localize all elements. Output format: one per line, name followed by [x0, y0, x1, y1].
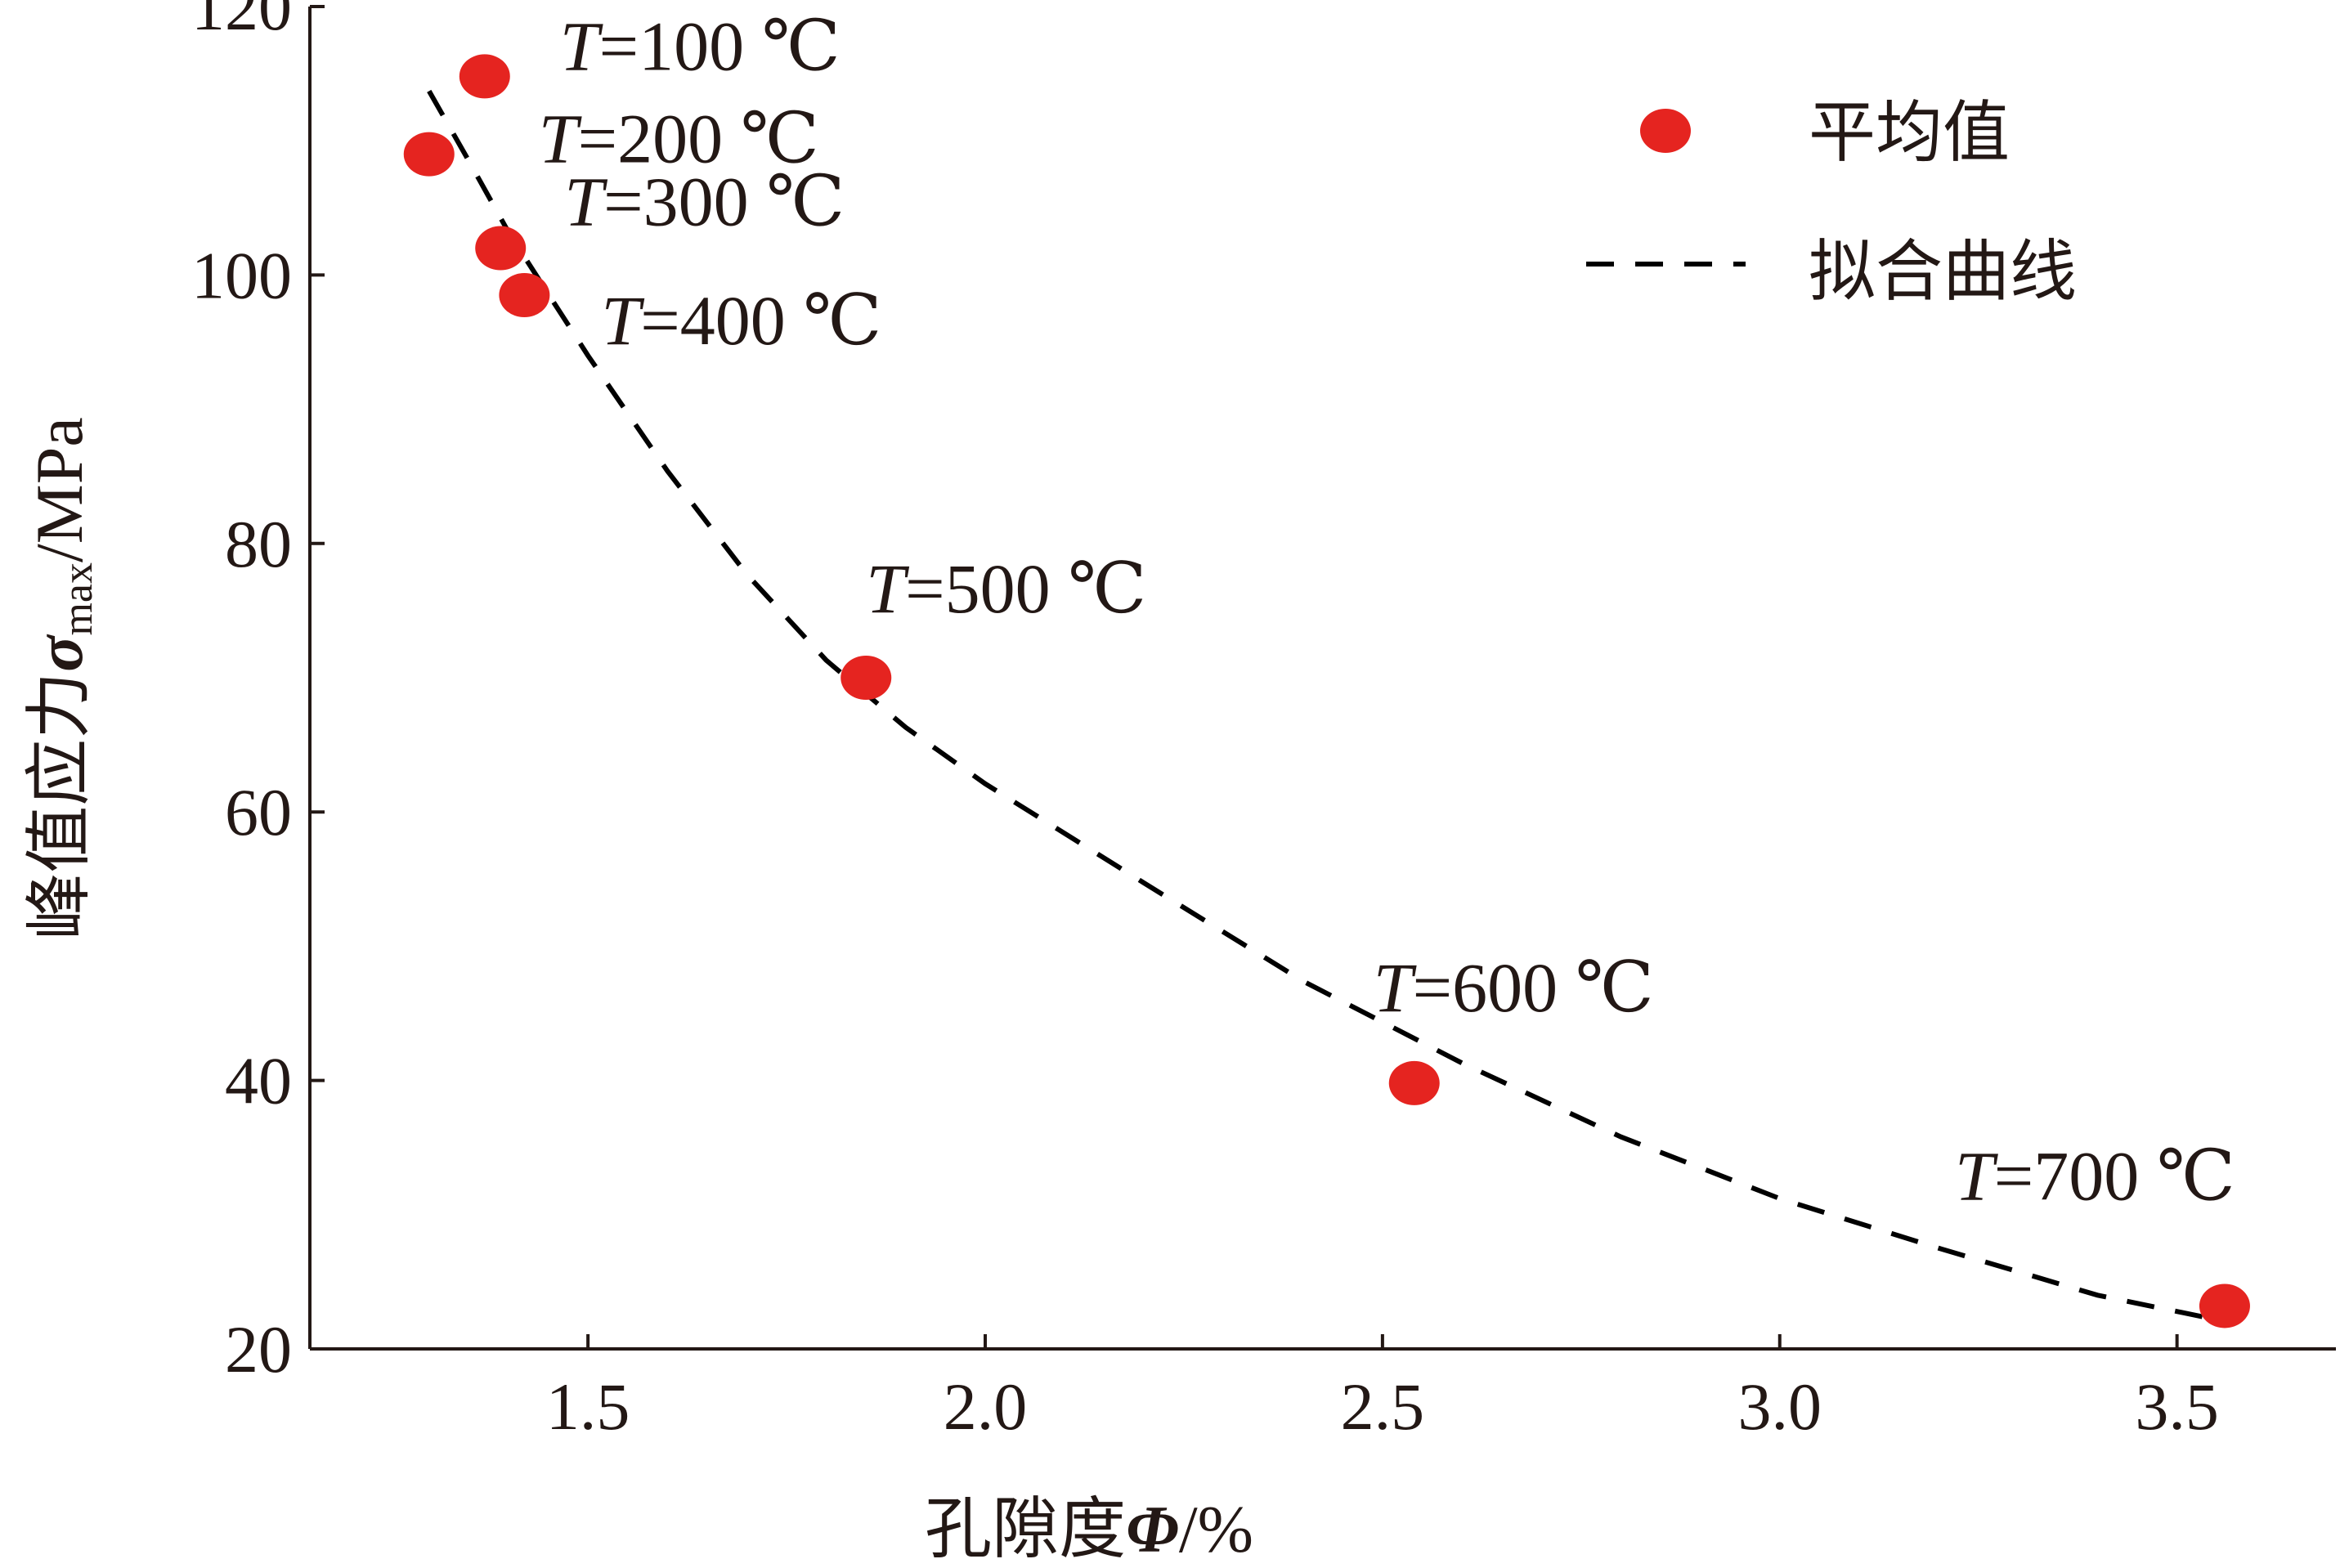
data-point — [475, 226, 527, 271]
plot-area: T=100 ℃ T=200 ℃T=300 ℃ T=400 ℃ T=500 ℃ T=600… — [403, 7, 2250, 1328]
y-tick-label: 80 — [225, 507, 292, 581]
y-tick-label: 120 — [191, 0, 292, 44]
y-tick-label: 60 — [225, 775, 292, 849]
point-label: T=300 ℃ — [564, 163, 845, 241]
y-tick-label: 20 — [225, 1312, 292, 1387]
point-label: T=200 ℃ — [539, 100, 819, 178]
data-point — [459, 54, 510, 99]
x-tick-label: 1.5 — [546, 1369, 630, 1444]
data-point — [403, 132, 455, 177]
legend-label-mean: 平均值 — [1809, 94, 2010, 172]
legend: 平均值 拟合曲线 — [1586, 94, 2077, 311]
data-point — [2199, 1284, 2250, 1328]
x-tick-label: 3.5 — [2135, 1369, 2219, 1444]
point-label: T=500 ℃ — [866, 549, 1146, 628]
data-point — [499, 273, 550, 318]
y-tick-label: 100 — [191, 238, 292, 312]
y-tick-label: 40 — [225, 1044, 292, 1118]
x-tick-label: 2.5 — [1341, 1369, 1425, 1444]
legend-marker-mean — [1640, 109, 1691, 153]
x-tick-label: 3.0 — [1738, 1369, 1822, 1444]
point-label: T=600 ℃ — [1374, 948, 1654, 1027]
data-point — [1388, 1060, 1440, 1105]
x-tick-label: 2.0 — [944, 1369, 1028, 1444]
y-axis-title: 峰值应力σmax/MPa — [20, 417, 101, 939]
point-label: T=100 ℃ — [560, 7, 841, 85]
x-axis-title: 孔隙度Φ/% — [925, 1490, 1253, 1568]
data-point — [841, 656, 892, 700]
point-label: T=400 ℃ — [601, 281, 881, 360]
legend-label-fit: 拟合曲线 — [1809, 233, 2077, 311]
y-ticks: 20 40 60 80 100 120 — [191, 0, 325, 1387]
point-label: T=700 ℃ — [1955, 1136, 2235, 1215]
axes — [308, 7, 2336, 1351]
x-ticks: 1.5 2.0 2.5 3.0 3.5 — [546, 1334, 2219, 1444]
